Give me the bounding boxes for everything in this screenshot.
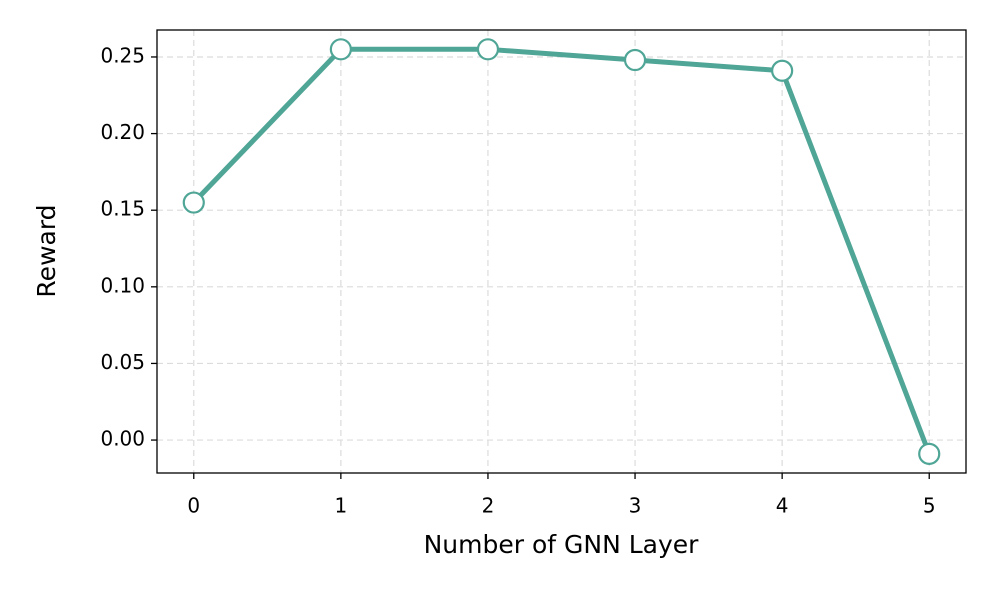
y-tick-label: 0.15	[100, 197, 145, 221]
y-tick-label: 0.05	[100, 350, 145, 374]
marker	[771, 59, 794, 82]
marker	[476, 38, 500, 61]
x-tick-label: 1	[334, 494, 347, 518]
x-tick-label: 5	[923, 494, 936, 518]
x-tick-label: 2	[482, 494, 495, 518]
plot-frame	[156, 29, 967, 474]
y-tick-label: 0.10	[100, 273, 145, 297]
x-axis-label: Number of GNN Layer	[424, 530, 700, 559]
marker	[182, 191, 205, 214]
marker	[918, 442, 941, 465]
y-tick-label: 0.20	[100, 120, 145, 144]
x-tick-label: 0	[187, 494, 200, 518]
y-axis-label: Reward	[32, 204, 61, 297]
marker	[623, 48, 647, 72]
y-tick-label: 0.25	[100, 43, 145, 67]
marker	[329, 38, 352, 61]
x-tick-label: 3	[629, 494, 642, 518]
x-tick-label: 4	[776, 494, 789, 518]
y-tick-label: 0.00	[100, 427, 145, 451]
series-line	[191, 46, 932, 455]
